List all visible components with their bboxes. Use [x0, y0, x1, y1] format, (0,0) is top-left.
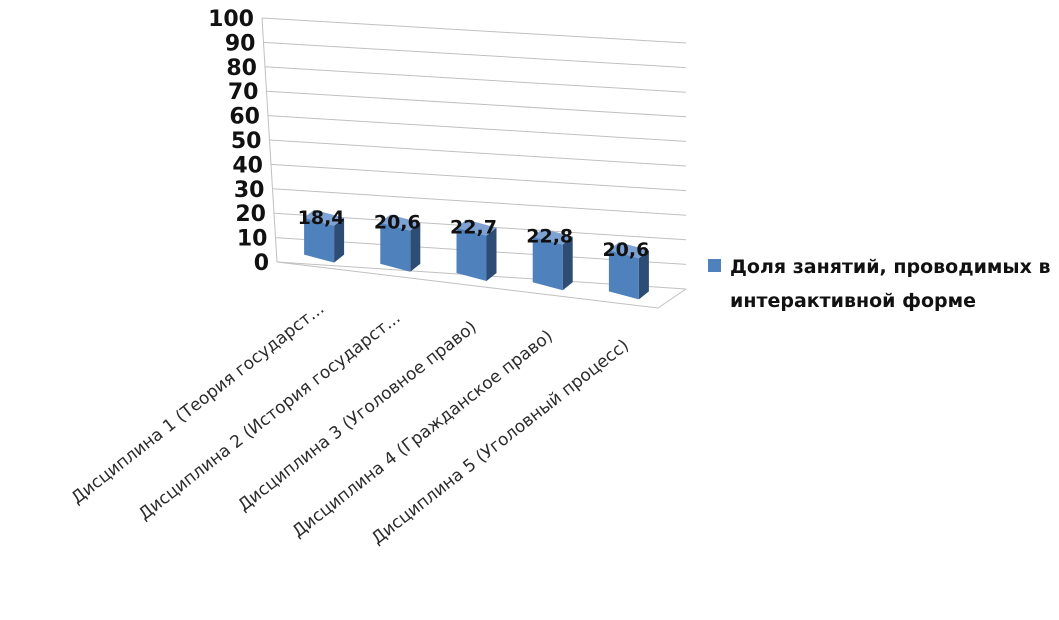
- bar-front: [608, 250, 639, 300]
- data-label: 22,7: [450, 217, 497, 239]
- bar-top: [380, 214, 421, 231]
- bar-top: [304, 209, 345, 226]
- x-axis-ticks: Дисциплина 1 (Теория государст...Дисципл…: [68, 299, 633, 549]
- bar-top: [608, 242, 649, 259]
- bar-top: [532, 228, 573, 245]
- y-tick-label: 90: [225, 31, 256, 56]
- bar-front: [532, 236, 563, 291]
- y-tick-label: 20: [235, 202, 266, 227]
- gridline: [264, 66, 687, 93]
- bar: [304, 209, 345, 263]
- legend-swatch: [708, 259, 721, 272]
- data-labels: 18,4 20,6 22,7 22,8 20,6: [298, 207, 650, 261]
- gridline: [266, 90, 687, 118]
- y-tick-label: 40: [232, 153, 263, 178]
- y-tick-label: 50: [231, 129, 262, 154]
- y-tick-label: 30: [234, 178, 265, 203]
- bar: [532, 228, 573, 291]
- y-tick-label: 0: [254, 251, 269, 276]
- legend-label-line-2: интерактивной форме: [730, 290, 976, 312]
- data-label: 20,6: [602, 239, 649, 261]
- gridline: [272, 188, 687, 216]
- gridline: [261, 17, 687, 44]
- left-wall-edge: [261, 17, 278, 263]
- legend: Доля занятий, проводимых в интерактивной…: [708, 256, 1051, 312]
- y-tick-label: 80: [226, 56, 257, 81]
- bar-front: [456, 227, 487, 281]
- floor-front-edge: [276, 261, 659, 309]
- y-tick-label: 100: [208, 7, 254, 32]
- data-label: 22,8: [526, 226, 573, 248]
- gridline: [267, 115, 687, 142]
- gridline: [269, 139, 687, 167]
- gridline: [263, 41, 687, 69]
- bar-side: [334, 217, 345, 263]
- data-label: 18,4: [298, 207, 345, 229]
- bar: [608, 242, 649, 300]
- bars: [304, 209, 649, 300]
- bar-front: [380, 222, 411, 272]
- bar-side: [562, 236, 573, 291]
- bar-front: [304, 217, 335, 263]
- gridline: [270, 163, 687, 192]
- data-label: 20,6: [374, 212, 421, 234]
- y-tick-label: 10: [237, 227, 268, 252]
- bar: [456, 219, 497, 281]
- bar: [380, 214, 421, 272]
- bar-side: [410, 222, 421, 272]
- bar-side: [638, 250, 649, 300]
- bar-top: [456, 219, 497, 236]
- y-tick-label: 60: [229, 105, 260, 130]
- legend-label-line-1: Доля занятий, проводимых в: [730, 256, 1051, 278]
- y-tick-label: 70: [228, 80, 259, 105]
- floor-right-edge: [657, 288, 687, 309]
- bar-side: [486, 227, 497, 281]
